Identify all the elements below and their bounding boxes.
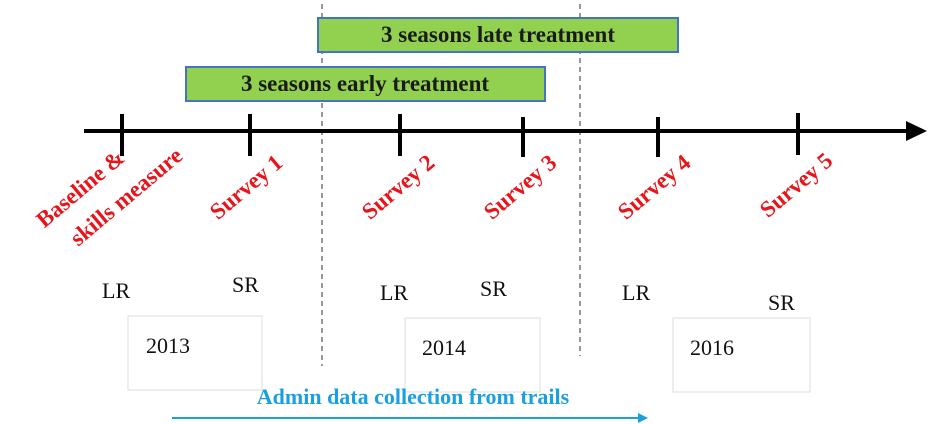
season-label: SR — [232, 272, 259, 297]
year-label: 2014 — [422, 335, 466, 360]
timeline-arrowhead — [906, 121, 927, 141]
survey-label: Survey 3 — [479, 150, 561, 225]
season-label: LR — [622, 280, 650, 305]
survey-label: Survey 4 — [613, 149, 696, 224]
admin-label: Admin data collection from trails — [257, 384, 570, 409]
timeline-ticks — [120, 113, 800, 157]
year-box — [127, 315, 263, 391]
early-treatment-label: 3 seasons early treatment — [241, 71, 489, 96]
season-label: LR — [380, 280, 408, 305]
season-label: LR — [102, 278, 130, 303]
season-label: SR — [768, 290, 795, 315]
late-treatment-box — [317, 17, 679, 53]
year-label: 2016 — [690, 335, 734, 360]
late-treatment-label: 3 seasons late treatment — [381, 22, 615, 47]
season-label: SR — [480, 276, 507, 301]
survey-label: Survey 5 — [755, 148, 837, 223]
year-box — [672, 317, 811, 393]
year-label: 2013 — [146, 333, 190, 358]
early-treatment-box — [185, 66, 546, 102]
survey-label: Survey 1 — [205, 150, 287, 225]
survey-label: Survey 2 — [357, 150, 439, 225]
year-box — [404, 317, 541, 393]
